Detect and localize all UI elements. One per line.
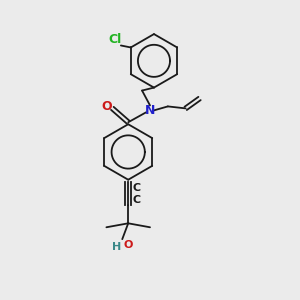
Text: N: N	[145, 104, 155, 117]
Text: C: C	[132, 194, 140, 205]
Text: O: O	[101, 100, 112, 113]
Text: C: C	[132, 183, 140, 193]
Text: H: H	[112, 242, 121, 252]
Text: Cl: Cl	[108, 33, 122, 46]
Text: O: O	[124, 240, 133, 250]
